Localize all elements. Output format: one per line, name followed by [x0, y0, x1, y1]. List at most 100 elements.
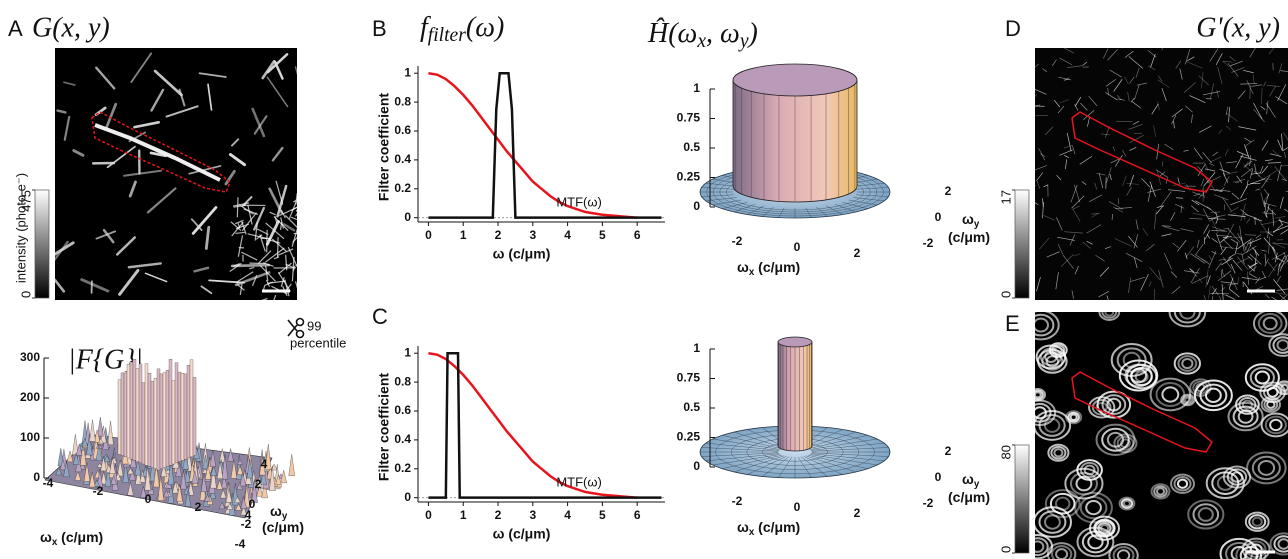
texture	[1112, 146, 1116, 152]
texture	[1224, 236, 1242, 239]
disk-spoke	[811, 452, 889, 457]
texture	[1206, 206, 1218, 216]
texture	[1114, 238, 1132, 247]
texture	[1109, 173, 1112, 181]
texture	[235, 231, 245, 235]
texture	[273, 294, 277, 300]
z-tick-label: 0	[693, 459, 700, 473]
texture	[1263, 210, 1267, 218]
texture	[1180, 205, 1183, 213]
texture	[1096, 172, 1106, 176]
texture	[1156, 169, 1169, 178]
texture	[1284, 208, 1288, 212]
texture	[1204, 168, 1216, 172]
spectrum-spike	[122, 462, 129, 483]
texture	[1263, 188, 1270, 196]
texture	[1215, 262, 1222, 271]
spectrum-spike	[175, 461, 182, 477]
texture	[1278, 219, 1288, 224]
texture	[1151, 103, 1159, 115]
texture	[1192, 503, 1220, 526]
texture	[1118, 496, 1136, 511]
texture	[1183, 270, 1200, 274]
texture	[1135, 219, 1139, 230]
texture	[1189, 268, 1195, 273]
x-tick-label: 1	[460, 228, 467, 242]
text-part: y	[738, 31, 749, 52]
spectrum-spike	[259, 456, 266, 476]
texture	[1244, 511, 1270, 532]
texture	[1264, 193, 1270, 208]
texture	[1079, 155, 1093, 165]
series-label: MTF(ω)	[556, 474, 602, 489]
texture	[1177, 355, 1198, 372]
texture	[1097, 521, 1112, 535]
texture	[1271, 246, 1279, 261]
y-tick-label: 1	[404, 345, 411, 359]
y-tick-label: 2	[255, 477, 262, 491]
texture	[231, 138, 240, 147]
texture	[1108, 201, 1123, 210]
spectrum-spike	[239, 472, 247, 487]
texture	[1239, 225, 1242, 241]
disk-spoke	[705, 182, 737, 187]
texture	[1035, 312, 1060, 341]
texture	[1106, 397, 1122, 412]
spectrum-core	[132, 359, 137, 461]
texture	[1111, 213, 1114, 221]
texture	[1058, 76, 1072, 81]
texture	[1163, 252, 1172, 270]
disk-spoke	[807, 455, 868, 469]
spectrum-spike	[130, 453, 137, 468]
texture	[1161, 161, 1164, 167]
texture	[1278, 255, 1286, 268]
spectrum-spike	[127, 482, 134, 496]
texture	[1273, 279, 1286, 294]
texture	[1133, 234, 1139, 249]
texture	[1237, 90, 1246, 100]
texture	[1129, 147, 1137, 151]
texture	[1220, 246, 1227, 255]
texture	[1044, 514, 1061, 530]
texture	[118, 268, 140, 296]
text-part: ω	[737, 259, 749, 275]
texture	[278, 262, 292, 275]
texture	[1241, 236, 1245, 251]
texture	[1222, 61, 1230, 68]
spectrum-spike	[227, 448, 234, 462]
texture	[301, 284, 311, 287]
texture	[1071, 195, 1085, 209]
texture	[1101, 427, 1130, 452]
texture	[1173, 120, 1175, 129]
spectrum-spike	[288, 454, 295, 476]
spectrum-spike	[225, 488, 233, 503]
colorbar-tick-label: 475	[18, 190, 33, 212]
z-tick-label: 0.75	[677, 371, 701, 385]
texture	[1073, 184, 1081, 203]
texture	[1128, 56, 1144, 69]
spectrum-core	[189, 359, 194, 457]
disk-spoke	[825, 205, 843, 215]
texture	[1237, 256, 1249, 270]
texture	[1131, 101, 1141, 109]
x-axis-label: ωx (c/μm)	[40, 529, 103, 548]
texture	[1171, 286, 1181, 294]
texture	[1116, 94, 1122, 101]
disk-spoke	[733, 455, 785, 473]
texture	[1117, 98, 1125, 101]
z-tick-label: 200	[20, 390, 40, 404]
texture	[1225, 223, 1235, 240]
texture	[1222, 256, 1232, 270]
texture	[1074, 491, 1113, 524]
z-tick-label: 1	[693, 341, 700, 355]
texture	[251, 275, 258, 286]
texture	[1191, 114, 1193, 123]
texture	[1035, 313, 1055, 337]
texture	[1212, 296, 1214, 300]
texture	[1110, 158, 1121, 164]
texture	[1206, 234, 1211, 239]
spectrum-spike	[246, 459, 254, 479]
y-tick-label: 0	[404, 490, 411, 504]
texture	[104, 102, 118, 131]
texture	[1260, 105, 1266, 110]
